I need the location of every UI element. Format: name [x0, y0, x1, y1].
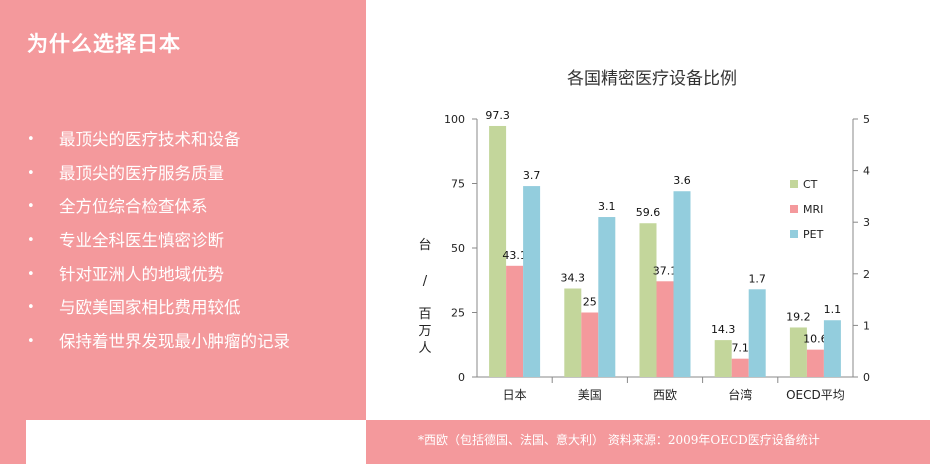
bullet-text: 保持着世界发现最小肿瘤的记录 — [59, 332, 290, 352]
y-right-tick-label: 2 — [863, 268, 870, 281]
bar-ct — [714, 340, 732, 377]
y-axis-label-char: 人 — [418, 341, 431, 356]
bullet-item: • 针对亚洲人的地域优势 — [27, 263, 290, 297]
y-right-tick-label: 0 — [863, 371, 870, 384]
bar-mri — [506, 265, 524, 377]
legend-swatch-mri — [790, 205, 798, 213]
slide-title: 为什么选择日本 — [27, 32, 181, 56]
bottom-left-accent — [0, 420, 26, 464]
data-label-pet: 3.1 — [598, 200, 616, 213]
bullet-dot: • — [27, 300, 35, 316]
bar-ct — [489, 125, 507, 377]
chart: 各国精密医疗设备比例 台 / 百万人 0 25 50 75 100 0 1 2 3 4 5 日本 美国 西欧 台… — [418, 69, 870, 402]
legend-swatch-ct — [790, 180, 798, 188]
legend-swatch-pet — [790, 230, 798, 238]
source-note: *西欧（包括德国、法国、意大利） 资料来源：2009年OECD医疗设备统计 — [418, 433, 820, 447]
bullet-item: • 全方位综合检查体系 — [27, 195, 290, 229]
bar-mri — [806, 349, 824, 377]
y-left-tick-label: 25 — [451, 307, 465, 320]
y-left-tick-label: 50 — [451, 242, 465, 255]
data-label-ct: 19.2 — [786, 310, 811, 323]
bullet-dot: • — [27, 334, 35, 350]
bar-mri — [656, 281, 674, 377]
bullet-text: 针对亚洲人的地域优势 — [59, 264, 224, 284]
y-axis-label-char: 台 — [418, 238, 431, 253]
bar-pet — [748, 289, 766, 377]
data-label-mri: 7.1 — [731, 342, 749, 355]
bar-ct — [789, 327, 807, 377]
bars: 97.3 34.3 59.6 14.3 19.2 43.1 25 37.1 7.1 10.6 3.7… — [485, 109, 841, 377]
left-panel: 为什么选择日本 • 最顶尖的医疗技术和设备 • 最顶尖的医疗服务质量 • 全方位综合检… — [0, 0, 366, 420]
bullet-dot: • — [27, 199, 35, 215]
source-bar: *西欧（包括德国、法国、意大利） 资料来源：2009年OECD医疗设备统计 — [366, 420, 930, 464]
bullet-dot: • — [27, 165, 35, 181]
bar-ct — [639, 223, 657, 377]
y-axis-label-char: / — [423, 274, 428, 289]
bullet-item: • 与欧美国家相比费用较低 — [27, 296, 290, 330]
bar-pet — [823, 320, 841, 377]
legend-label-mri: MRI — [803, 203, 823, 216]
chart-title: 各国精密医疗设备比例 — [567, 69, 737, 89]
y-right-tick-label: 5 — [863, 113, 870, 126]
bar-pet — [673, 191, 691, 377]
bar-mri — [581, 312, 599, 377]
bullet-text: 与欧美国家相比费用较低 — [59, 298, 241, 318]
y-right-tick-label: 1 — [863, 319, 870, 332]
bullet-list: • 最顶尖的医疗技术和设备 • 最顶尖的医疗服务质量 • 全方位综合检查体系 • 专业全… — [27, 128, 290, 364]
bullet-dot: • — [27, 266, 35, 282]
bullet-item: • 保持着世界发现最小肿瘤的记录 — [27, 330, 290, 364]
data-label-pet: 3.6 — [673, 174, 691, 187]
y-right-tick-label: 3 — [863, 216, 870, 229]
x-tick-label: 台湾 — [728, 387, 752, 402]
data-label-mri: 25 — [583, 296, 597, 309]
data-label-ct: 34.3 — [561, 272, 586, 285]
data-label-pet: 3.7 — [523, 169, 541, 182]
y-left-tick-label: 75 — [451, 178, 465, 191]
bar-mri — [731, 358, 749, 377]
bullet-text: 全方位综合检查体系 — [59, 197, 208, 217]
data-label-pet: 1.1 — [824, 303, 842, 316]
x-tick-label: 美国 — [578, 388, 602, 402]
y-right-tick-label: 4 — [863, 165, 870, 178]
bullet-dot: • — [27, 132, 35, 147]
bullet-item: • 最顶尖的医疗技术和设备 — [27, 128, 290, 162]
bullet-dot: • — [27, 233, 35, 249]
y-axis-label: 台 / 百万人 — [418, 238, 431, 356]
data-label-ct: 59.6 — [636, 206, 661, 219]
bar-ct — [564, 288, 582, 377]
legend-label-pet: PET — [803, 228, 824, 241]
data-label-pet: 1.7 — [748, 272, 766, 285]
bullet-item: • 最顶尖的医疗服务质量 — [27, 162, 290, 196]
data-label-mri: 37.1 — [653, 264, 678, 277]
bar-pet — [598, 217, 616, 377]
y-left-tick-label: 0 — [458, 371, 465, 384]
x-tick-label: 日本 — [503, 388, 527, 402]
bar-pet — [523, 186, 541, 377]
bullet-text: 专业全科医生慎密诊断 — [59, 231, 224, 251]
data-label-mri: 10.6 — [803, 333, 828, 346]
x-tick-label: 西欧 — [653, 388, 677, 402]
y-axis-label-char: 百 — [418, 307, 431, 322]
bullet-text: 最顶尖的医疗技术和设备 — [59, 130, 241, 149]
legend-label-ct: CT — [803, 178, 818, 191]
data-label-ct: 14.3 — [711, 323, 736, 336]
legend: CT MRI PET — [790, 178, 824, 241]
y-left-tick-label: 100 — [444, 113, 465, 126]
bullet-item: • 专业全科医生慎密诊断 — [27, 229, 290, 263]
data-label-ct: 97.3 — [485, 109, 510, 122]
x-tick-label: OECD平均 — [786, 388, 845, 402]
data-label-mri: 43.1 — [502, 249, 527, 262]
y-axis-label-char: 万 — [418, 324, 431, 339]
bottom-white-block — [26, 420, 366, 464]
bullet-text: 最顶尖的医疗服务质量 — [59, 163, 224, 183]
